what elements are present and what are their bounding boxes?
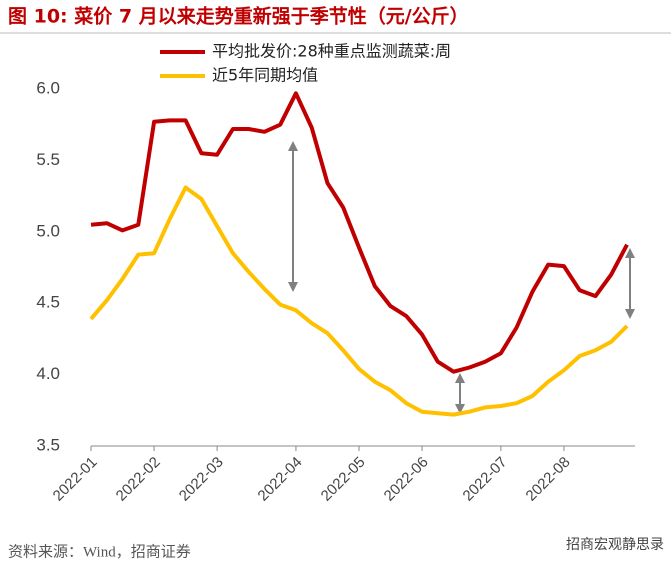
x-tick-label: 2022-03 bbox=[176, 454, 227, 505]
y-tick-label: 3.5 bbox=[36, 435, 60, 454]
x-tick-label: 2022-01 bbox=[50, 454, 101, 505]
chart-title: 图 10: 菜价 7 月以来走势重新强于季节性（元/公斤） bbox=[8, 5, 469, 28]
series-line bbox=[89, 185, 629, 417]
y-tick-label: 5.5 bbox=[36, 150, 60, 169]
legend-label: 近5年同期均值 bbox=[212, 66, 318, 85]
y-tick-label: 4.0 bbox=[36, 364, 60, 383]
x-tick-label: 2022-05 bbox=[318, 454, 369, 505]
x-tick-label: 2022-08 bbox=[523, 454, 574, 505]
x-tick-label: 2022-02 bbox=[113, 454, 164, 505]
legend-label: 平均批发价:28种重点监测蔬菜:周 bbox=[212, 42, 451, 61]
series-line bbox=[90, 91, 629, 374]
x-tick-label: 2022-07 bbox=[460, 454, 511, 505]
y-tick-label: 4.5 bbox=[36, 293, 60, 312]
watermark: 招商宏观静思录 bbox=[566, 537, 664, 553]
x-tick-label: 2022-04 bbox=[255, 454, 306, 505]
x-tick-label: 2022-06 bbox=[381, 454, 432, 505]
y-tick-label: 6.0 bbox=[36, 78, 60, 97]
source-note: 资料来源：Wind，招商证券 bbox=[8, 543, 191, 560]
y-tick-label: 5.0 bbox=[36, 221, 60, 240]
